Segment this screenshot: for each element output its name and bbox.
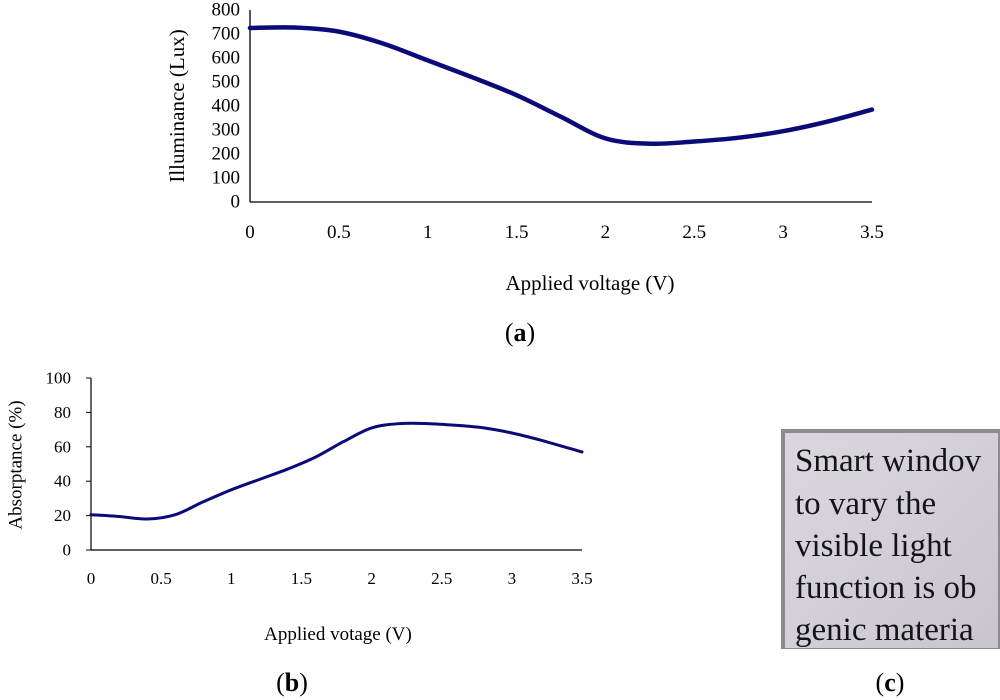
chart-a-x-tick-label: 2 — [601, 222, 611, 243]
chart-b-x-tick-label: 0 — [87, 569, 96, 588]
chart-b-x-ticks: 0 0.5 1 1.5 2 2.5 3 3.5 — [87, 569, 593, 588]
chart-a-ylabel: Illuminance (Lux) — [165, 29, 189, 182]
chart-b-y-ticks: 0 20 40 60 80 100 — [46, 369, 91, 560]
chart-a-x-tick-label: 2.5 — [682, 222, 706, 243]
chart-b-x-tick-label: 3 — [508, 569, 517, 588]
chart-a-x-tick-label: 3.5 — [860, 222, 884, 243]
chart-a-y-ticks: 0 100 200 300 400 500 600 700 800 — [212, 0, 241, 213]
chart-a-x-tick-label: 0.5 — [327, 222, 351, 243]
photo-surface — [785, 433, 998, 648]
chart-b-xlabel: Applied votage (V) — [264, 624, 412, 645]
chart-a-series — [247, 25, 875, 147]
chart-a-xlabel: Applied voltage (V) — [505, 271, 674, 295]
chart-a-y-tick-label: 300 — [212, 120, 241, 141]
chart-b-x-tick-label: 1 — [227, 569, 236, 588]
chart-b-y-tick-label: 0 — [63, 541, 72, 560]
photo-line: Smart windov — [795, 443, 982, 479]
photo-line: to vary the — [795, 486, 936, 522]
chart-a-y-tick-label: 200 — [212, 144, 241, 165]
chart-b-x-tick-label: 0.5 — [151, 569, 172, 588]
chart-a-series-line — [247, 25, 875, 147]
chart-b-absorptance: 0 20 40 60 80 100 0 0.5 1 1.5 2 2.5 3 3.5 Absorptanc… — [6, 369, 593, 698]
chart-a-y-tick-label: 800 — [212, 0, 241, 21]
chart-b-x-tick-label: 2 — [367, 569, 376, 588]
panel-label-a: (a) — [505, 318, 535, 347]
chart-b-y-tick-label: 40 — [54, 472, 71, 491]
chart-b-y-tick-label: 100 — [46, 369, 72, 388]
chart-b-ylabel: Absorptance (%) — [6, 400, 27, 529]
chart-b-series — [89, 421, 584, 521]
chart-a-y-tick-label: 500 — [212, 72, 241, 93]
chart-a-y-tick-label: 400 — [212, 96, 241, 117]
photo-c-smart-window-text: Smart windov to vary the visible light f… — [781, 429, 1000, 697]
chart-a-x-tick-label: 0 — [245, 222, 255, 243]
photo-text-block: Smart windov to vary the visible light f… — [795, 443, 982, 648]
chart-b-series-line — [89, 421, 584, 521]
chart-a-y-tick-label: 0 — [231, 192, 241, 213]
photo-line: function is ob — [795, 570, 976, 606]
chart-a-y-tick-label: 600 — [212, 48, 241, 69]
chart-b-y-tick-label: 80 — [54, 403, 71, 422]
panel-label-c: (c) — [876, 668, 905, 697]
photo-line: genic materia — [795, 612, 974, 648]
chart-b-x-tick-label: 3.5 — [571, 569, 592, 588]
chart-b-y-tick-label: 60 — [54, 437, 71, 456]
chart-a-y-tick-label: 100 — [212, 168, 241, 189]
chart-a-x-ticks: 0 0.5 1 1.5 2 2.5 3 3.5 — [245, 222, 884, 243]
chart-b-x-tick-label: 2.5 — [431, 569, 452, 588]
chart-a-illuminance: 0 100 200 300 400 500 600 700 800 0 0.5 1 1.5 2 2.5 3 3… — [165, 0, 884, 347]
chart-a-x-tick-label: 1.5 — [505, 222, 529, 243]
chart-a-x-tick-label: 3 — [778, 222, 788, 243]
chart-a-x-tick-label: 1 — [423, 222, 433, 243]
chart-b-x-tick-label: 1.5 — [291, 569, 312, 588]
panel-label-b: (b) — [276, 668, 308, 697]
photo-line: visible light — [795, 528, 952, 564]
chart-b-y-tick-label: 20 — [54, 506, 71, 525]
chart-a-y-tick-label: 700 — [212, 24, 241, 45]
